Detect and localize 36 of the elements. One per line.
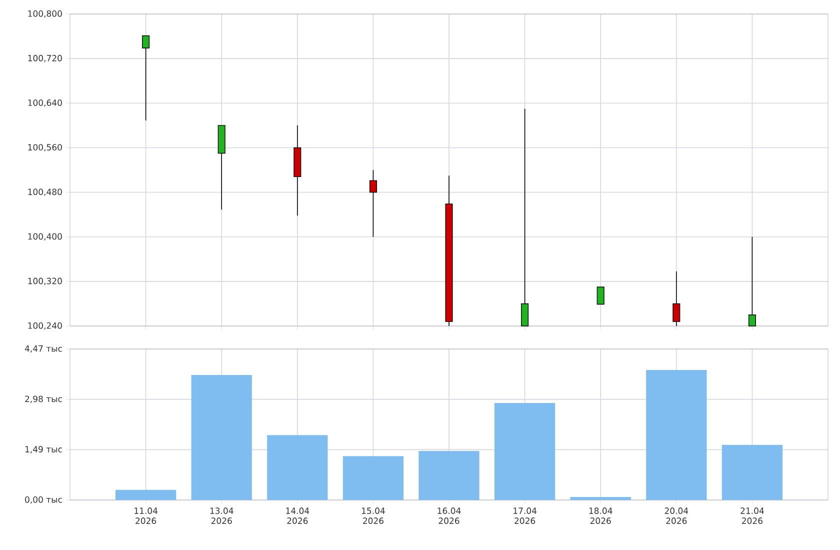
y-tick-label: 100,480 <box>28 188 62 196</box>
bar <box>646 370 707 500</box>
x-tick-label: 21.04 2026 <box>740 508 764 524</box>
x-tick-label: 14.04 2026 <box>286 508 310 524</box>
bar <box>342 456 404 500</box>
y-tick-label: 0,00 тыс <box>25 496 62 504</box>
y-tick-label: 100,240 <box>28 322 62 330</box>
bar <box>494 403 556 500</box>
y-tick-label: 2,98 тыс <box>25 396 62 403</box>
y-tick-label: 100,560 <box>28 144 62 152</box>
bar <box>570 496 631 500</box>
bar <box>418 451 480 500</box>
candlestick <box>142 35 150 121</box>
x-tick-label: 11.04 2026 <box>134 508 158 524</box>
candlestick <box>521 108 529 326</box>
bar <box>722 444 783 500</box>
x-tick-label: 18.04 2026 <box>589 508 612 524</box>
y-tick-label: 100,800 <box>28 10 62 18</box>
y-tick-label: 4,47 тыс <box>24 345 62 353</box>
x-tick-label: 13.04 2026 <box>210 508 234 524</box>
x-tick-label: 17.04 2026 <box>514 508 536 524</box>
y-tick-label: 100,640 <box>28 100 62 107</box>
bar <box>267 435 328 500</box>
y-tick-label: 100,400 <box>28 233 62 241</box>
candlestick <box>748 236 756 326</box>
bar <box>191 375 252 500</box>
candlestick <box>672 271 680 326</box>
y-tick-label: 1,49 тыс <box>25 446 62 454</box>
y-tick-label: 100,320 <box>28 278 62 286</box>
y-tick-label: 100,720 <box>28 54 62 62</box>
x-tick-label: 20.04 2026 <box>664 508 688 524</box>
x-tick-label: 15.04 2026 <box>362 508 385 524</box>
candlestick <box>369 170 377 238</box>
bar <box>115 490 176 500</box>
candlestick <box>596 286 604 305</box>
x-tick-label: 16.04 2026 <box>438 508 461 524</box>
